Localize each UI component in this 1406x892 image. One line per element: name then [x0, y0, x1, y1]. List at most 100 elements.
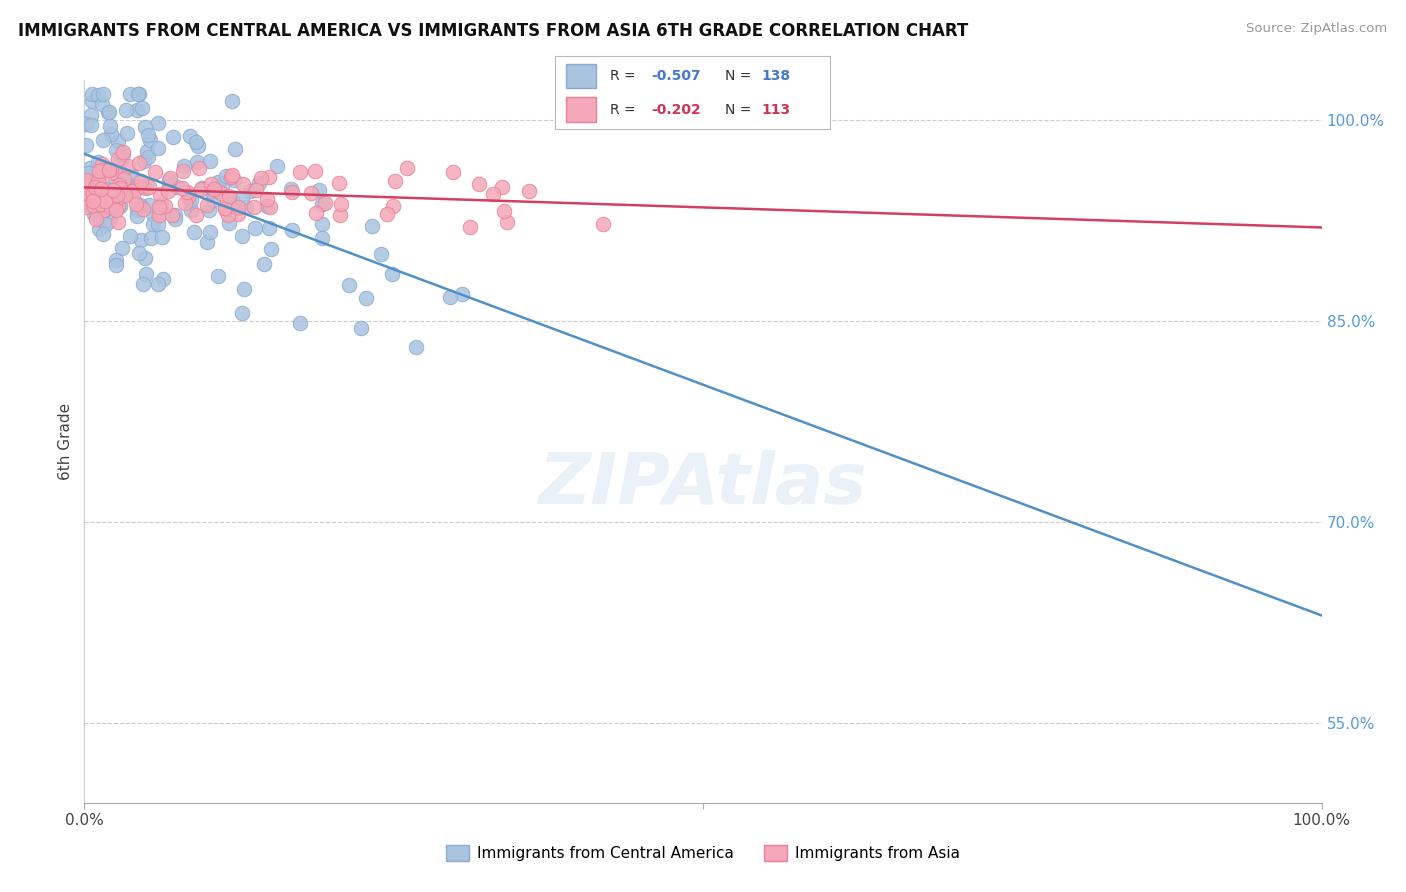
Point — [107, 199, 129, 213]
Text: 138: 138 — [761, 69, 790, 83]
Point — [91, 133, 114, 147]
Text: ZIPAtlas: ZIPAtlas — [538, 450, 868, 519]
Point — [592, 217, 614, 231]
Point — [93, 202, 115, 217]
Point — [205, 184, 228, 198]
Point — [146, 277, 169, 291]
Point — [127, 203, 149, 218]
Point — [136, 150, 159, 164]
Point — [384, 174, 406, 188]
Point — [132, 277, 155, 291]
Point — [108, 187, 131, 202]
Point — [218, 189, 240, 203]
Point — [441, 165, 464, 179]
Point — [132, 154, 155, 169]
Point — [114, 187, 136, 202]
Point — [80, 119, 103, 133]
Point — [200, 185, 222, 199]
Point — [84, 212, 107, 227]
Point — [98, 213, 121, 227]
Point — [110, 179, 132, 194]
Point — [75, 172, 97, 186]
Point — [232, 282, 254, 296]
Point — [98, 105, 121, 120]
Point — [308, 183, 330, 197]
Point — [198, 225, 221, 239]
Point — [221, 94, 243, 108]
Point — [314, 195, 336, 210]
Point — [97, 161, 120, 176]
Point — [211, 178, 233, 193]
Point — [91, 227, 114, 242]
Point — [128, 156, 150, 170]
Point — [112, 147, 135, 161]
Point — [97, 162, 120, 177]
Point — [90, 182, 112, 196]
Point — [375, 207, 398, 221]
Point — [221, 168, 243, 182]
Point — [288, 165, 311, 179]
Point — [256, 192, 278, 206]
Point — [245, 183, 267, 197]
Point — [87, 174, 110, 188]
Point — [360, 219, 382, 233]
Point — [395, 161, 418, 175]
Point — [82, 186, 104, 200]
Text: Source: ZipAtlas.com: Source: ZipAtlas.com — [1247, 22, 1388, 36]
Point — [328, 177, 350, 191]
Point — [128, 246, 150, 260]
Point — [84, 180, 107, 194]
Point — [87, 222, 110, 236]
Text: 113: 113 — [761, 103, 790, 117]
Point — [370, 246, 392, 260]
Point — [231, 229, 253, 244]
Point — [105, 188, 128, 202]
Point — [94, 217, 117, 231]
Point — [217, 208, 239, 222]
Point — [87, 163, 110, 178]
Point — [458, 219, 481, 234]
Point — [468, 177, 491, 191]
Point — [494, 204, 516, 219]
Point — [257, 169, 280, 184]
Point — [105, 259, 128, 273]
Point — [186, 208, 208, 222]
Point — [136, 128, 159, 143]
Point — [195, 235, 218, 249]
Point — [79, 198, 101, 212]
Point — [224, 173, 246, 187]
Point — [127, 103, 149, 118]
Point — [177, 190, 200, 204]
Text: R =: R = — [610, 69, 640, 83]
Point — [176, 185, 198, 199]
Point — [118, 178, 141, 192]
Point — [222, 194, 245, 209]
Point — [198, 202, 221, 217]
Point — [100, 161, 122, 176]
Point — [101, 183, 124, 197]
Point — [127, 181, 149, 195]
Text: -0.202: -0.202 — [651, 103, 702, 117]
Bar — [567, 63, 596, 88]
Point — [80, 108, 103, 122]
Point — [304, 163, 326, 178]
Point — [93, 202, 115, 217]
Point — [91, 87, 114, 101]
Point — [96, 183, 118, 197]
Point — [207, 175, 229, 189]
Point — [149, 186, 172, 201]
Point — [76, 167, 98, 181]
Point — [77, 190, 100, 204]
Point — [83, 199, 105, 213]
Point — [111, 241, 134, 255]
Point — [112, 145, 135, 159]
Point — [253, 257, 276, 271]
Point — [257, 221, 280, 235]
Point — [290, 316, 312, 330]
Point — [134, 251, 156, 265]
Point — [127, 209, 149, 223]
Point — [200, 177, 222, 191]
Point — [381, 267, 404, 281]
Point — [228, 207, 250, 221]
Point — [146, 217, 169, 231]
